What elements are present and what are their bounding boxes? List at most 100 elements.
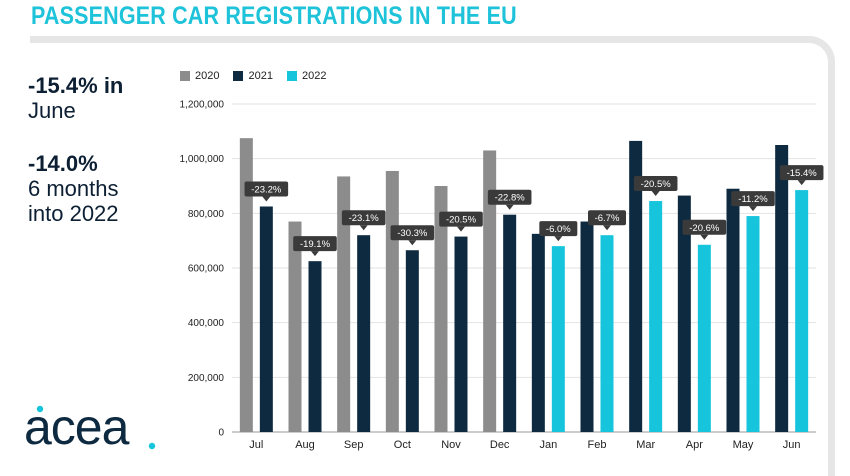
change-callout-pointer (700, 234, 709, 240)
acea-logo: acea (24, 400, 156, 455)
change-callout-pointer (457, 226, 465, 232)
bar-2022 (649, 201, 663, 432)
bar-2020 (288, 221, 302, 432)
x-tick-label: Sep (344, 439, 364, 451)
change-callout-box (633, 176, 678, 192)
bar-2021 (531, 233, 545, 432)
bar-2020 (483, 150, 497, 432)
bar-2022 (551, 246, 565, 432)
y-tick-label: 800,000 (188, 209, 225, 220)
change-callout-label: -22.8% (495, 193, 526, 204)
x-tick-label: Feb (588, 439, 607, 451)
change-callout-box (539, 221, 578, 237)
change-callout-box (293, 236, 337, 252)
change-callout-pointer (651, 191, 660, 197)
bar-2021 (503, 214, 517, 432)
change-callout-pointer (797, 180, 806, 186)
change-callout-pointer (262, 196, 271, 202)
change-callout-pointer (554, 236, 563, 242)
bar-2021 (775, 145, 789, 432)
x-tick-label: Apr (686, 439, 703, 451)
x-tick-label: Jul (249, 439, 263, 451)
x-tick-label: Mar (636, 439, 655, 451)
x-tick-label: Oct (394, 439, 411, 451)
change-callout-label: -11.2% (738, 194, 768, 205)
y-tick-label: 600,000 (188, 264, 225, 275)
logo-dot (36, 405, 44, 413)
six-month-change-value: -14.0% (28, 151, 98, 176)
bar-2022 (746, 216, 760, 432)
legend-swatch-2022 (286, 71, 297, 81)
change-callout-box (588, 210, 626, 226)
y-tick-label: 1,200,000 (180, 100, 225, 111)
change-callout-pointer (749, 206, 757, 212)
page-title: PASSENGER CAR REGISTRATIONS IN THE EU (31, 2, 517, 30)
change-callout-box (779, 165, 824, 181)
change-callout-label: -20.5% (446, 215, 477, 226)
change-callout-label: -20.5% (641, 179, 672, 190)
change-callout-box (341, 210, 386, 226)
change-callout-box (487, 189, 532, 205)
legend-swatch-2020 (180, 71, 190, 81)
change-callout-box (731, 191, 775, 207)
change-callout-label: -20.6% (689, 223, 720, 234)
bar-2022 (697, 244, 711, 432)
x-tick-label: Nov (441, 439, 461, 451)
change-callout-label: -23.1% (349, 213, 380, 224)
chart-legend: 2020 2021 2022 (180, 70, 340, 82)
june-change-stat: -15.4% in June (28, 73, 123, 123)
june-change-label: June (28, 98, 76, 123)
change-callout-pointer (311, 251, 319, 257)
x-tick-label: Dec (490, 439, 510, 451)
bar-2022 (795, 190, 809, 432)
bar-2021 (308, 261, 322, 432)
june-change-value: -15.4% in (28, 73, 124, 98)
y-tick-label: 200,000 (188, 373, 225, 384)
logo-dot (148, 442, 156, 450)
bar-2020 (385, 170, 399, 432)
change-callout-label: -6.0% (546, 224, 571, 235)
legend-item-2020: 2020 (180, 70, 219, 82)
six-month-change-stat: -14.0% 6 months into 2022 (28, 151, 119, 226)
x-tick-label: Aug (295, 439, 315, 451)
bar-2021 (580, 221, 594, 432)
bar-2022 (600, 235, 614, 432)
bar-2020 (337, 176, 351, 432)
change-callout-box (682, 219, 727, 235)
legend-label-2020: 2020 (195, 70, 220, 82)
change-callout-pointer (603, 225, 611, 231)
change-callout-box (439, 211, 483, 227)
change-callout-label: -30.3% (397, 228, 428, 239)
change-callout-label: -19.1% (300, 239, 331, 250)
legend-label-2022: 2022 (301, 70, 327, 82)
x-tick-label: May (733, 439, 754, 451)
six-month-line1: 6 months (28, 176, 119, 201)
legend-label-2021: 2021 (248, 70, 273, 82)
x-tick-label: Jan (539, 439, 557, 451)
chart-frame (30, 36, 835, 476)
change-callout-box (244, 181, 289, 197)
bar-2021 (454, 236, 468, 432)
y-tick-label: 0 (218, 428, 224, 439)
bar-2021 (357, 235, 371, 432)
bar-2021 (259, 206, 273, 432)
legend-item-2021: 2021 (233, 70, 273, 82)
x-tick-label: Jun (783, 439, 801, 451)
legend-swatch-2021 (233, 71, 244, 81)
bar-2021 (629, 140, 643, 432)
change-callout-pointer (505, 204, 514, 210)
bar-2021 (726, 188, 740, 432)
bar-2020 (239, 138, 253, 432)
six-month-line2: into 2022 (28, 201, 119, 226)
change-callout-box (390, 225, 435, 241)
change-callout-label: -15.4% (787, 168, 818, 179)
bar-2021 (405, 250, 419, 432)
change-callout-label: -23.2% (251, 185, 282, 196)
change-callout-label: -6.7% (595, 213, 620, 224)
change-callout-pointer (408, 240, 417, 246)
y-tick-label: 1,000,000 (180, 154, 225, 165)
change-callout-pointer (359, 225, 368, 231)
bar-2021 (677, 195, 691, 432)
bar-2020 (434, 186, 448, 432)
